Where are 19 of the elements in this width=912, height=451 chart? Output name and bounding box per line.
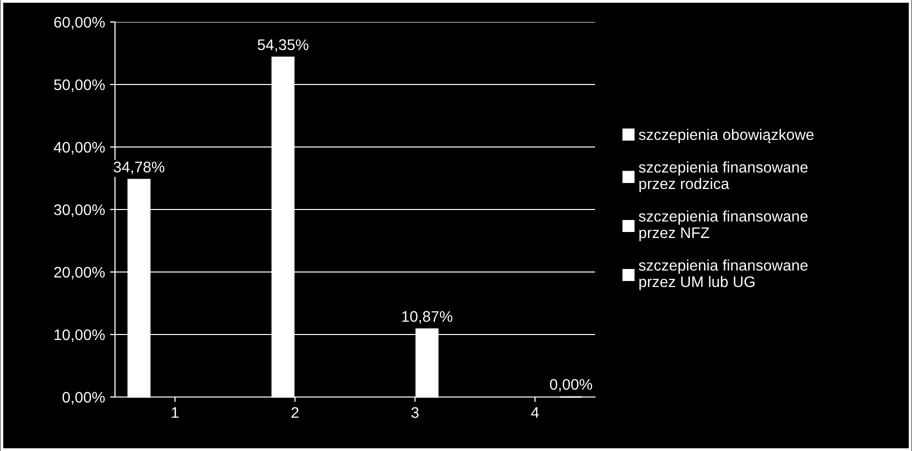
data-label: 10,87% [402,311,452,324]
y-tick-label: 0,00% [62,392,105,404]
y-tick-label: 40,00% [54,142,105,154]
x-tick-label: 3 [411,407,419,418]
y-tick-label: 60,00% [54,16,105,30]
x-tick-label: 2 [292,407,298,418]
x-tick-label: 1 [172,407,179,418]
x-tick-label: 4 [531,407,539,418]
data-label: 0,00% [550,378,592,392]
data-label: 54,35% [258,39,308,52]
y-tick-label: 30,00% [54,204,105,217]
legend-label: szczepienia finansowane przez rodzica [638,161,808,192]
y-tick-label: 10,00% [54,329,105,342]
y-tick-label: 50,00% [54,79,105,92]
y-tick-label: 20,00% [54,266,105,280]
legend-label: szczepienia finansowane przez NFZ [638,210,808,242]
legend-label: szczepienia obowiązkowe [638,128,814,144]
data-label: 34,78% [114,162,164,174]
legend-label: szczepienia finansowane przez UM lub UG [638,259,808,290]
